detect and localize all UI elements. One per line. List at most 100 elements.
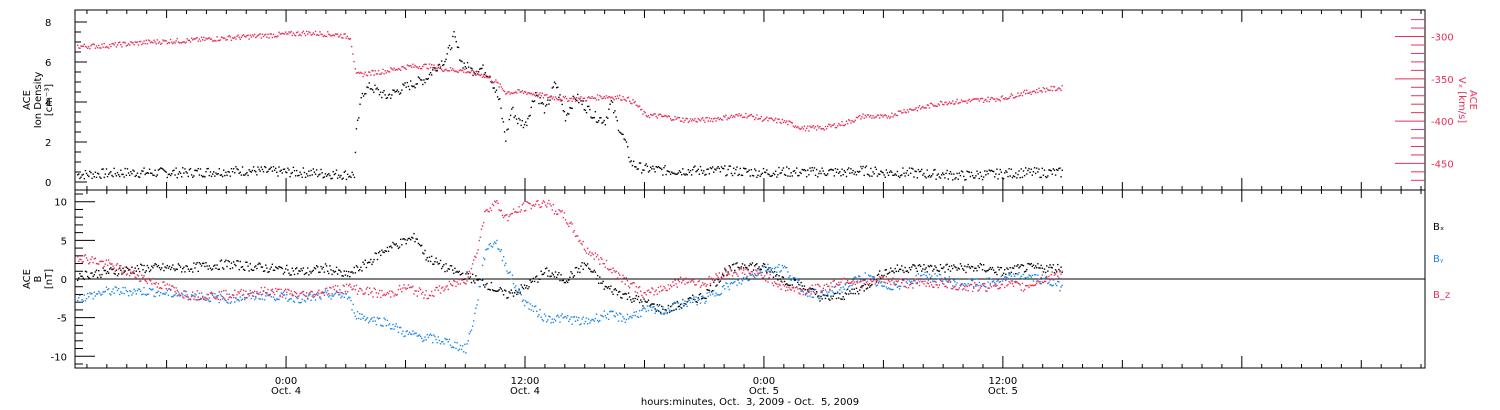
data-point-bx	[880, 277, 882, 280]
data-point-bz	[321, 292, 323, 294]
data-point-bz	[700, 284, 703, 287]
data-point-bx	[818, 295, 820, 297]
data-point-by	[1053, 278, 1056, 281]
data-point-by	[810, 290, 812, 293]
data-point-ion density	[1049, 169, 1051, 171]
data-point-vx	[684, 119, 686, 122]
data-point-bz	[455, 285, 457, 288]
data-point-by	[279, 294, 281, 297]
data-point-vx	[634, 101, 636, 103]
data-point-ion density	[665, 173, 667, 176]
data-point-by	[363, 315, 365, 318]
data-point-ion density	[915, 170, 917, 173]
data-point-bx	[801, 285, 803, 287]
data-point-bz	[272, 291, 275, 294]
data-point-bz	[574, 235, 577, 238]
data-point-ion density	[526, 124, 528, 127]
data-point-bx	[917, 264, 920, 267]
data-point-vx	[723, 115, 725, 117]
data-point-vx	[337, 36, 340, 38]
data-point-ion density	[402, 83, 404, 85]
data-point-bz	[1021, 282, 1024, 285]
data-point-bz	[862, 279, 864, 282]
data-point-bz	[625, 277, 628, 279]
data-point-bx	[174, 269, 176, 272]
data-point-bz	[659, 285, 662, 288]
data-point-by	[1055, 284, 1058, 287]
data-point-ion density	[208, 174, 211, 177]
data-point-vx	[773, 119, 776, 121]
data-point-bz	[595, 256, 598, 258]
data-point-by	[307, 297, 309, 299]
data-point-vx	[130, 41, 132, 43]
data-point-bx	[578, 267, 580, 270]
data-point-bx	[588, 267, 590, 269]
data-point-bz	[328, 293, 330, 295]
data-point-ion density	[770, 175, 772, 177]
data-point-ion density	[470, 67, 472, 69]
data-point-vx	[852, 121, 854, 123]
data-point-ion density	[1043, 169, 1046, 171]
data-point-by	[270, 296, 272, 298]
data-point-by	[346, 298, 349, 300]
data-point-by	[137, 288, 140, 290]
data-point-vx	[132, 42, 134, 44]
data-point-vx	[813, 127, 816, 129]
data-point-bx	[782, 276, 785, 279]
data-point-vx	[194, 38, 196, 40]
data-point-by	[676, 302, 678, 304]
data-point-vx	[293, 34, 296, 36]
data-point-vx	[421, 67, 423, 70]
data-point-ion density	[639, 162, 642, 164]
data-point-vx	[881, 114, 883, 117]
data-point-ion density	[1057, 169, 1059, 172]
data-point-ion density	[367, 86, 369, 89]
data-point-ion density	[205, 170, 207, 173]
data-point-by	[398, 326, 401, 329]
data-point-bz	[852, 283, 854, 285]
data-point-ion density	[976, 170, 978, 172]
data-point-bz	[135, 277, 138, 279]
data-point-bx	[825, 294, 828, 297]
data-point-ion density	[1029, 171, 1031, 174]
data-point-vx	[560, 99, 562, 101]
data-point-bx	[991, 266, 994, 269]
data-point-vx	[218, 39, 220, 42]
data-point-bx	[428, 256, 431, 258]
data-point-by	[576, 319, 579, 321]
data-point-vx	[182, 41, 184, 44]
data-point-ion density	[265, 166, 267, 169]
data-point-bz	[986, 290, 988, 293]
data-point-ion density	[412, 85, 414, 88]
data-point-vx	[280, 33, 282, 35]
data-point-vx	[616, 95, 619, 97]
data-point-ion density	[900, 174, 902, 177]
data-point-vx	[490, 80, 493, 82]
data-point-bz	[415, 290, 417, 292]
data-point-bz	[607, 269, 610, 271]
data-point-vx	[831, 124, 833, 127]
data-point-by	[476, 304, 478, 306]
data-point-bz	[894, 284, 896, 286]
data-point-vx	[727, 117, 729, 119]
data-point-bz	[232, 294, 235, 296]
data-point-vx	[366, 74, 369, 77]
data-point-vx	[440, 68, 443, 71]
data-point-vx	[232, 37, 235, 40]
data-point-by	[308, 294, 310, 297]
data-point-bx	[926, 271, 928, 273]
data-point-bz	[783, 285, 786, 287]
data-point-vx	[923, 107, 925, 109]
data-point-ion density	[772, 172, 775, 174]
data-point-by	[645, 310, 647, 313]
data-point-by	[463, 351, 465, 353]
data-point-bz	[81, 261, 83, 263]
data-point-bz	[366, 286, 369, 289]
data-point-vx	[842, 124, 844, 127]
data-point-bx	[406, 239, 409, 241]
data-point-bx	[463, 278, 465, 281]
data-point-bz	[343, 285, 345, 287]
data-point-by	[199, 298, 202, 300]
data-point-vx	[730, 114, 733, 117]
data-point-bz	[870, 279, 872, 281]
